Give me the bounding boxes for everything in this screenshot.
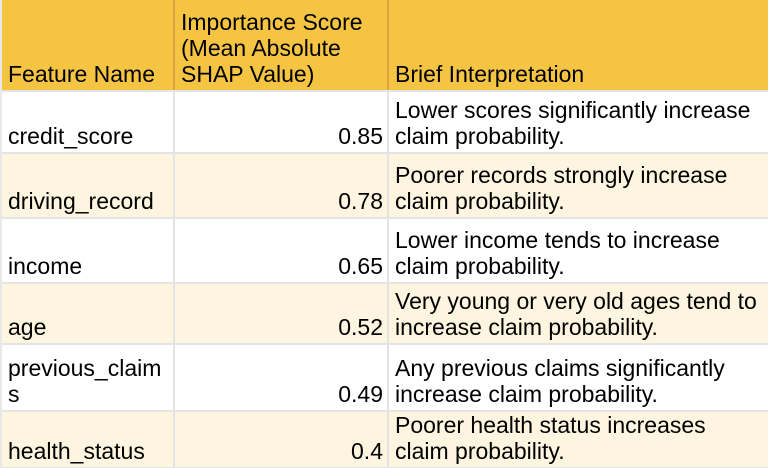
score-cell[interactable]: 0.52 (175, 284, 389, 343)
feature-name-value: credit_score (8, 123, 134, 149)
score-cell[interactable]: 0.78 (175, 154, 389, 217)
score-value: 0.49 (338, 381, 383, 407)
feature-name-cell[interactable]: previous_claims (2, 345, 175, 410)
header-cell-importance-score[interactable]: Importance Score (Mean Absolute SHAP Val… (175, 0, 389, 90)
interpretation-value: Poorer records strongly increase claim p… (395, 162, 728, 214)
header-cell-feature-name[interactable]: Feature Name (2, 0, 175, 90)
feature-name-value: health_status (8, 438, 145, 464)
feature-name-cell[interactable]: health_status (2, 412, 175, 467)
feature-name-value: income (8, 253, 83, 279)
interpretation-cell[interactable]: Poorer health status increases claim pro… (389, 412, 768, 467)
table-header-row: Feature Name Importance Score (Mean Abso… (2, 0, 768, 90)
feature-name-cell[interactable]: driving_record (2, 154, 175, 217)
table-row: income 0.65 Lower income tends to increa… (2, 217, 768, 282)
feature-name-cell[interactable]: credit_score (2, 92, 175, 152)
feature-name-cell[interactable]: age (2, 284, 175, 343)
score-value: 0.65 (338, 253, 383, 279)
feature-name-cell[interactable]: income (2, 219, 175, 282)
table-row: previous_claims 0.49 Any previous claims… (2, 343, 768, 410)
score-cell[interactable]: 0.85 (175, 92, 389, 152)
interpretation-cell[interactable]: Poorer records strongly increase claim p… (389, 154, 768, 217)
interpretation-value: Lower income tends to increase claim pro… (395, 227, 720, 279)
score-cell[interactable]: 0.4 (175, 412, 389, 467)
interpretation-value: Lower scores significantly increase clai… (395, 97, 751, 149)
header-label-importance-score: Importance Score (Mean Absolute SHAP Val… (181, 9, 363, 87)
score-value: 0.4 (351, 438, 383, 464)
table-row: age 0.52 Very young or very old ages ten… (2, 282, 768, 343)
table-row: credit_score 0.85 Lower scores significa… (2, 90, 768, 152)
interpretation-value: Very young or very old ages tend to incr… (395, 288, 757, 340)
header-label-feature-name: Feature Name (8, 61, 156, 87)
score-cell[interactable]: 0.49 (175, 345, 389, 410)
interpretation-value: Poorer health status increases claim pro… (395, 412, 706, 464)
interpretation-cell[interactable]: Lower income tends to increase claim pro… (389, 219, 768, 282)
feature-name-value: age (8, 314, 47, 340)
interpretation-cell[interactable]: Very young or very old ages tend to incr… (389, 284, 768, 343)
feature-name-value: driving_record (8, 188, 154, 214)
feature-name-value: previous_claims (8, 355, 162, 407)
header-label-brief-interpretation: Brief Interpretation (395, 61, 585, 87)
interpretation-cell[interactable]: Lower scores significantly increase clai… (389, 92, 768, 152)
interpretation-cell[interactable]: Any previous claims significantly increa… (389, 345, 768, 410)
score-value: 0.78 (338, 188, 383, 214)
score-value: 0.85 (338, 123, 383, 149)
interpretation-value: Any previous claims significantly increa… (395, 355, 725, 407)
table-row: health_status 0.4 Poorer health status i… (2, 410, 768, 467)
score-cell[interactable]: 0.65 (175, 219, 389, 282)
score-value: 0.52 (338, 314, 383, 340)
header-cell-brief-interpretation[interactable]: Brief Interpretation (389, 0, 768, 90)
table-row: driving_record 0.78 Poorer records stron… (2, 152, 768, 217)
